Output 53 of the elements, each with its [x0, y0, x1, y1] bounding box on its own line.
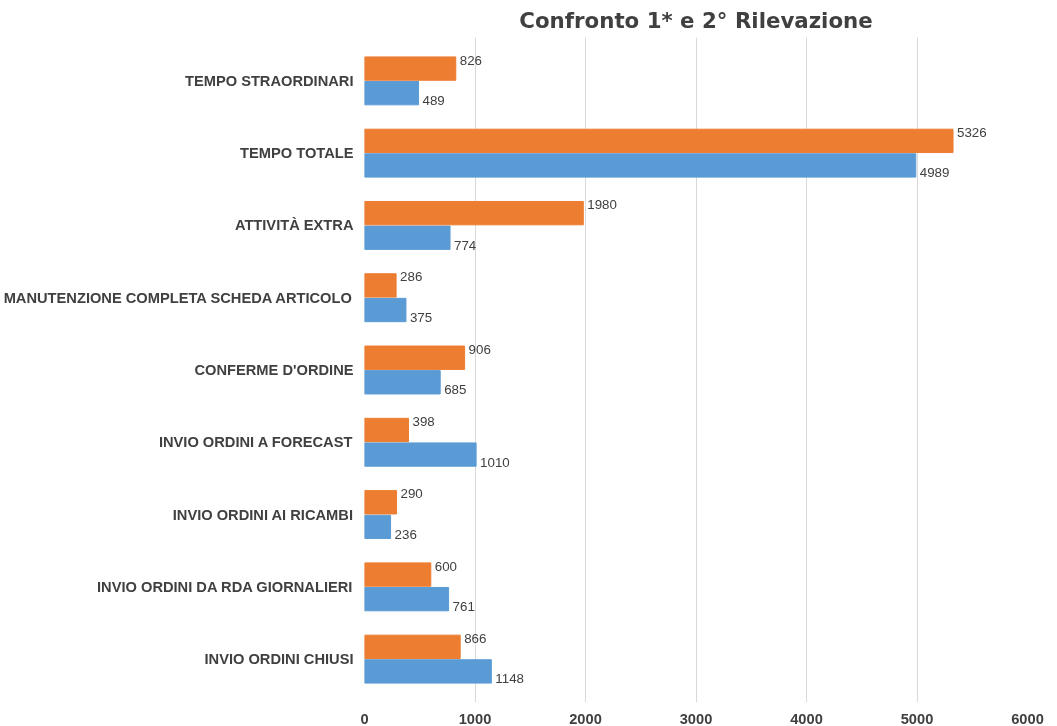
bar	[364, 200, 584, 226]
bar	[364, 514, 392, 540]
y-tick-label: INVIO ORDINI CHIUSI	[204, 651, 354, 668]
data-label: 286	[400, 269, 423, 285]
data-label: 1010	[480, 454, 510, 470]
data-label: 600	[434, 558, 458, 574]
bar	[364, 297, 407, 323]
bar	[364, 442, 477, 467]
x-tick-label: 6000	[1011, 710, 1044, 726]
bar	[364, 562, 432, 587]
x-tick-label: 1000	[458, 710, 492, 726]
bar	[364, 128, 954, 154]
y-tick-label: INVIO ORDINI DA RDA GIORNALIERI	[97, 578, 353, 595]
x-tick-label: 2000	[569, 710, 602, 726]
data-label: 1148	[495, 671, 525, 687]
data-label: 236	[394, 526, 417, 542]
bar	[364, 56, 457, 81]
data-label: 774	[454, 237, 477, 253]
y-tick-label: ATTIVITÀ EXTRA	[234, 217, 354, 234]
x-tick-label: 5000	[900, 710, 934, 726]
bar	[364, 345, 466, 370]
data-label: 290	[400, 486, 423, 502]
bar	[364, 659, 492, 684]
y-tick-label: INVIO ORDINI AI RICAMBI	[172, 506, 353, 523]
data-label: 398	[412, 413, 435, 429]
bar	[364, 370, 441, 395]
x-tick-label: 0	[360, 710, 369, 726]
y-tick-label: INVIO ORDINI A FORECAST	[158, 434, 353, 451]
x-tick-label: 4000	[790, 710, 823, 726]
bar	[364, 417, 409, 443]
bar	[364, 273, 397, 298]
x-tick-label: 3000	[679, 710, 713, 726]
bar	[364, 586, 450, 612]
bar	[364, 634, 461, 660]
data-label: 489	[422, 93, 445, 109]
bar	[364, 80, 420, 106]
chart-title: Confronto 1* e 2° Rilevazione	[519, 7, 873, 33]
bar	[364, 153, 917, 178]
data-label: 4989	[919, 165, 950, 181]
data-label: 5326	[957, 124, 987, 140]
y-tick-label: TEMPO STRAORDINARI	[184, 72, 354, 89]
data-label: 826	[459, 52, 483, 68]
y-tick-label: MANUTENZIONE COMPLETA SCHEDA ARTICOLO	[3, 289, 352, 306]
data-label: 866	[464, 630, 487, 646]
data-label: 906	[468, 341, 491, 357]
y-tick-label: TEMPO TOTALE	[240, 145, 354, 162]
data-label: 1980	[587, 197, 617, 213]
data-label: 685	[444, 382, 467, 398]
y-tick-label: CONFERME D'ORDINE	[194, 362, 354, 378]
bar	[364, 490, 398, 515]
data-label: 761	[452, 599, 475, 615]
data-label: 375	[409, 310, 433, 326]
bar	[364, 225, 451, 250]
